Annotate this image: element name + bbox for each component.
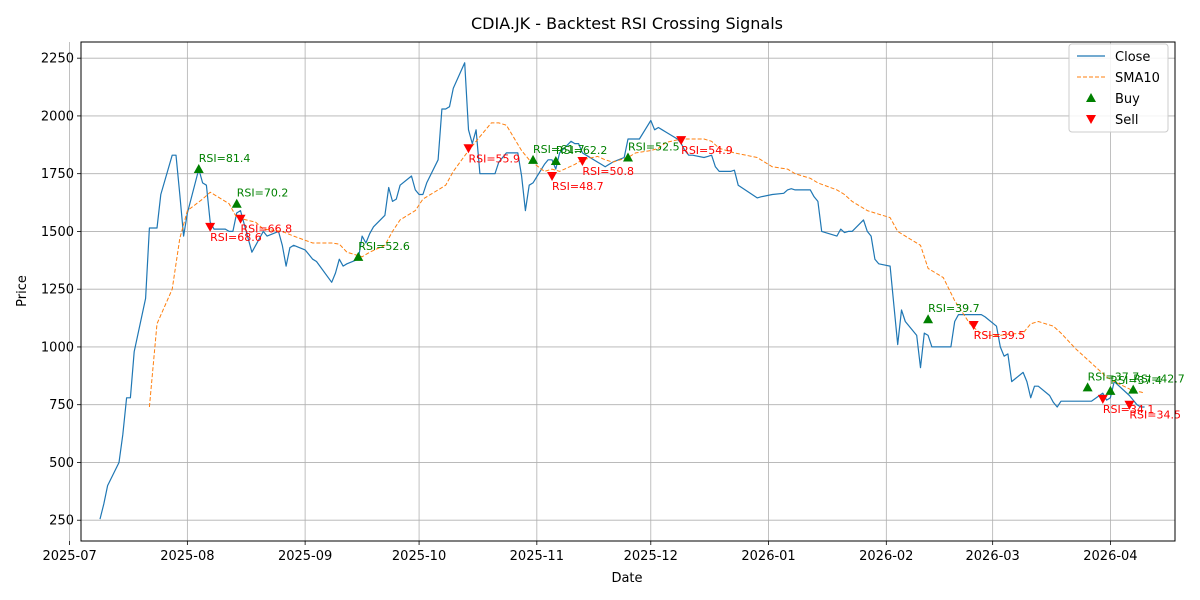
x-axis-label: Date	[611, 571, 642, 586]
legend-label: Sell	[1115, 113, 1138, 128]
legend: Close SMA10 Buy Sell	[1068, 43, 1169, 133]
x-tick-label: 2025-11	[510, 549, 564, 564]
x-tick-label: 2026-03	[966, 549, 1020, 564]
legend-entry-close: Close	[1077, 50, 1150, 65]
x-tick-label: 2026-01	[741, 549, 795, 564]
buy-marker	[353, 251, 364, 261]
buy-marker	[528, 154, 539, 164]
chart-title: CDIA.JK - Backtest RSI Crossing Signals	[471, 14, 783, 33]
y-tick-label: 750	[49, 398, 74, 413]
x-tick-label: 2025-12	[624, 549, 678, 564]
sell-marker	[235, 214, 246, 224]
y-tick-label: 1750	[41, 167, 74, 182]
sell-label: RSI=66.8	[241, 223, 293, 236]
x-tick-label: 2025-07	[42, 549, 96, 564]
legend-swatch	[1086, 93, 1096, 102]
signal-layer: RSI=81.4 RSI=70.2 RSI=52.6 RSI=61.7RSI=62.2…	[193, 136, 1185, 422]
plot-area: RSI=81.4 RSI=70.2 RSI=52.6 RSI=61.7RSI=62.2…	[69, 41, 1185, 542]
grid-lines	[69, 42, 1175, 541]
x-tick-label: 2026-04	[1083, 549, 1137, 564]
y-tick-label: 1500	[41, 225, 74, 240]
buy-marker	[1105, 385, 1116, 395]
x-tick-label: 2025-10	[392, 549, 446, 564]
buy-label: RSI=37.7	[1088, 370, 1140, 383]
buy-label: RSI=52.6	[358, 240, 410, 253]
legend-label: Buy	[1115, 92, 1140, 107]
buy-marker	[923, 314, 934, 324]
sell-label: RSI=50.8	[582, 165, 634, 178]
sell-label: RSI=34.1	[1103, 403, 1155, 416]
buy-label: RSI=39.7	[928, 302, 980, 315]
buy-marker	[231, 198, 242, 208]
buy-label: RSI=42.7	[1133, 373, 1185, 386]
x-tick-label: 2026-02	[859, 549, 913, 564]
y-tick-label: 250	[49, 514, 74, 529]
sell-marker	[676, 136, 687, 146]
legend-box	[1068, 43, 1169, 133]
series-line-close	[99, 62, 1145, 520]
legend-entry-sell: Sell	[1086, 113, 1138, 128]
sell-label: RSI=54.9	[681, 144, 733, 157]
buy-label: RSI=52.5	[628, 141, 680, 154]
series-layer	[99, 62, 1145, 520]
series-line-sma10	[148, 122, 1145, 408]
y-axis: 250 500 750 1000 1250 1500 1750 2000 2250	[41, 52, 81, 529]
buy-marker	[193, 164, 204, 174]
buy-marker	[623, 152, 633, 162]
buy-label: RSI=81.4	[199, 152, 251, 165]
sell-label: RSI=48.7	[552, 180, 604, 193]
buy-label: RSI=62.2	[556, 144, 608, 157]
y-tick-label: 1250	[41, 283, 74, 298]
sell-marker	[463, 144, 474, 154]
y-tick-label: 2000	[41, 109, 74, 124]
plot-frame	[80, 41, 1176, 542]
legend-entry-buy: Buy	[1086, 92, 1140, 107]
x-tick-label: 2025-09	[278, 549, 332, 564]
sell-label: RSI=34.5	[1129, 409, 1181, 422]
legend-label: Close	[1115, 50, 1150, 65]
buy-label: RSI=61.7	[533, 143, 585, 156]
sell-marker	[577, 156, 588, 166]
buy-marker	[1128, 384, 1139, 394]
buy-label: RSI=37.4	[1110, 374, 1162, 387]
y-tick-label: 1000	[41, 340, 74, 355]
x-tick-label: 2025-08	[160, 549, 214, 564]
legend-entry-sma10: SMA10	[1077, 71, 1160, 86]
sell-label: RSI=39.5	[974, 329, 1026, 342]
sell-label: RSI=68.6	[210, 231, 262, 244]
sell-marker	[547, 171, 558, 181]
y-axis-label: Price	[15, 275, 30, 307]
buy-marker	[1082, 382, 1093, 392]
sell-marker	[968, 320, 979, 330]
y-tick-label: 2250	[41, 52, 74, 67]
sell-label: RSI=55.9	[468, 152, 520, 165]
buy-label: RSI=70.2	[237, 187, 289, 200]
sell-marker	[1124, 400, 1135, 410]
buy-marker	[550, 155, 561, 165]
sell-marker	[205, 222, 216, 232]
y-tick-label: 500	[49, 456, 74, 471]
legend-swatch	[1086, 115, 1096, 124]
sell-marker	[1097, 394, 1108, 404]
legend-label: SMA10	[1115, 71, 1160, 86]
plot-background	[81, 42, 1175, 541]
x-axis: 2025-07 2025-08 2025-09 2025-10 2025-11 2025-…	[42, 541, 1138, 564]
